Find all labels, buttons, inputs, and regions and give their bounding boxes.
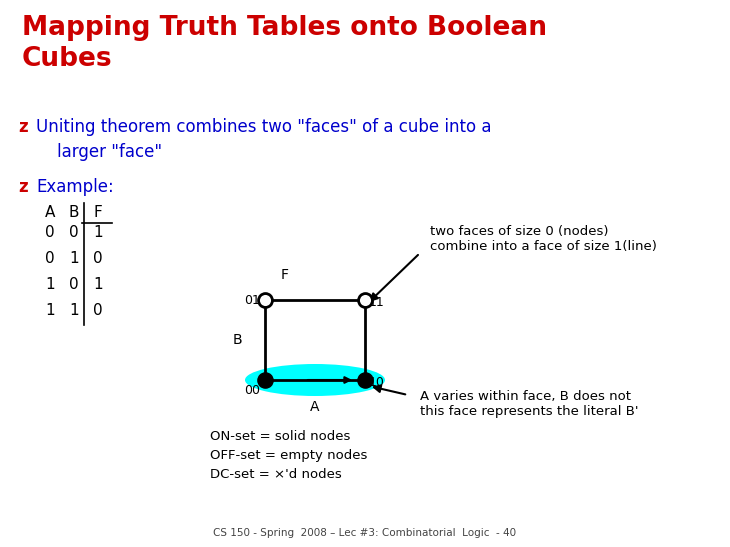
- Text: F: F: [281, 268, 289, 282]
- Text: ON-set = solid nodes: ON-set = solid nodes: [210, 430, 350, 443]
- Text: 01: 01: [244, 294, 260, 306]
- Text: B: B: [232, 333, 242, 347]
- Text: 1: 1: [93, 225, 103, 240]
- Text: OFF-set = empty nodes: OFF-set = empty nodes: [210, 449, 367, 462]
- Text: Mapping Truth Tables onto Boolean
Cubes: Mapping Truth Tables onto Boolean Cubes: [22, 15, 547, 72]
- Text: 1: 1: [45, 303, 55, 318]
- Point: [259, 295, 271, 304]
- Text: 0: 0: [69, 277, 79, 292]
- Text: 11: 11: [369, 295, 385, 309]
- Text: z: z: [18, 178, 28, 196]
- Text: 0: 0: [93, 303, 103, 318]
- Text: B: B: [69, 205, 80, 220]
- Text: Example:: Example:: [36, 178, 114, 196]
- Point: [259, 376, 271, 385]
- Text: 1: 1: [69, 303, 79, 318]
- Text: 1: 1: [69, 251, 79, 266]
- Point: [359, 295, 371, 304]
- Text: A: A: [310, 400, 320, 414]
- Text: 0: 0: [93, 251, 103, 266]
- Ellipse shape: [245, 364, 385, 396]
- Text: two faces of size 0 (nodes)
combine into a face of size 1(line): two faces of size 0 (nodes) combine into…: [430, 225, 657, 253]
- Text: 0: 0: [45, 251, 55, 266]
- Text: A varies within face, B does not
this face represents the literal B': A varies within face, B does not this fa…: [420, 390, 639, 418]
- Text: 0: 0: [45, 225, 55, 240]
- Text: A: A: [45, 205, 55, 220]
- Text: Uniting theorem combines two "faces" of a cube into a
    larger "face": Uniting theorem combines two "faces" of …: [36, 118, 491, 161]
- Text: 1: 1: [45, 277, 55, 292]
- Text: z: z: [18, 118, 28, 136]
- Text: DC-set = ×'d nodes: DC-set = ×'d nodes: [210, 468, 342, 481]
- Text: F: F: [93, 205, 102, 220]
- Text: 10: 10: [369, 375, 385, 388]
- Text: 1: 1: [93, 277, 103, 292]
- Text: CS 150 - Spring  2008 – Lec #3: Combinatorial  Logic  - 40: CS 150 - Spring 2008 – Lec #3: Combinato…: [213, 528, 517, 538]
- Point: [359, 376, 371, 385]
- Text: 0: 0: [69, 225, 79, 240]
- Text: 00: 00: [244, 384, 260, 397]
